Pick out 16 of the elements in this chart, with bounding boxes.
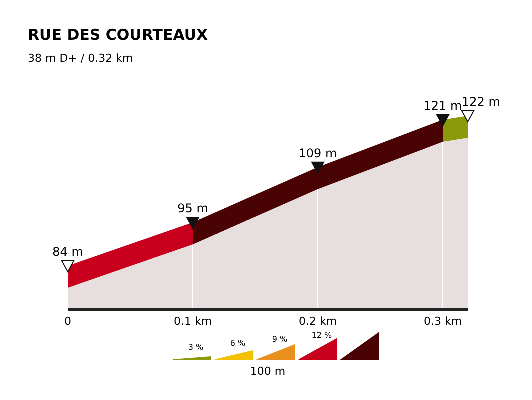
x-tick-label: 0.1 km	[174, 315, 212, 328]
annotation: 100 m	[250, 365, 286, 378]
annotation: 12 %	[312, 331, 333, 340]
chart-subtitle: 38 m D+ / 0.32 km	[28, 52, 134, 65]
x-tick-label: 0.3 km	[424, 315, 462, 328]
annotation: 9 %	[272, 335, 288, 344]
annotation: 6 %	[230, 339, 246, 348]
chart-title: RUE DES COURTEAUX	[28, 26, 209, 44]
data-label: 84 m	[52, 245, 84, 259]
data-label: 122 m	[462, 95, 500, 109]
annotation: 3 %	[188, 343, 204, 352]
data-label: 95 m	[178, 202, 208, 216]
x-tick-label: 0.2 km	[298, 315, 338, 328]
data-label: 121 m	[424, 98, 462, 113]
x-tick-label: 0	[64, 315, 72, 328]
data-label: 109 m	[298, 146, 338, 160]
